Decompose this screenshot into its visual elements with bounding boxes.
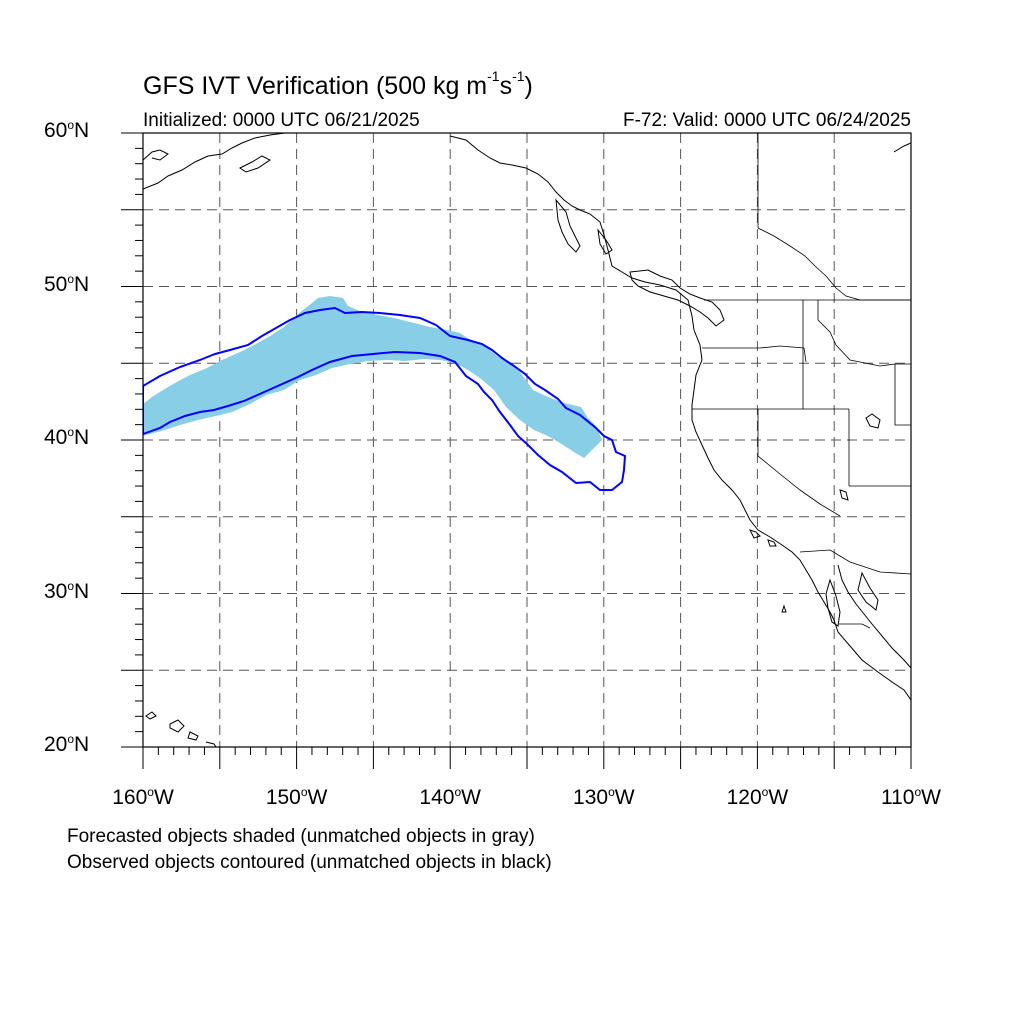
lon-label: 140oW [419,785,481,809]
lat-label: 20oN [44,732,90,756]
lat-label: 40oN [44,425,90,449]
observed-ivt-contour [143,306,627,491]
lat-label: 60oN [44,118,90,142]
lon-label: 110oW [881,785,941,809]
lat-label: 30oN [44,578,90,603]
lon-label: 160oW [112,785,174,809]
valid-label: F-72: Valid: 0000 UTC 06/24/2025 [623,110,911,131]
lon-label: 130oW [573,785,635,809]
initialized-label: Initialized: 0000 UTC 06/21/2025 [143,110,420,131]
observed-note: Observed objects contoured (unmatched ob… [67,852,552,873]
forecast-ivt-object [143,296,602,458]
tick-marks [121,132,912,769]
political-borders [692,133,911,629]
lat-label: 50oN [44,271,90,296]
lon-label: 120oW [726,785,789,809]
coastlines [143,133,911,747]
forecast-note: Forecasted objects shaded (unmatched obj… [67,826,535,847]
lon-label: 150oW [265,785,328,809]
chart-title: GFS IVT Verification (500 kg m-1s-1) [143,68,533,100]
grid-lines [143,133,911,747]
